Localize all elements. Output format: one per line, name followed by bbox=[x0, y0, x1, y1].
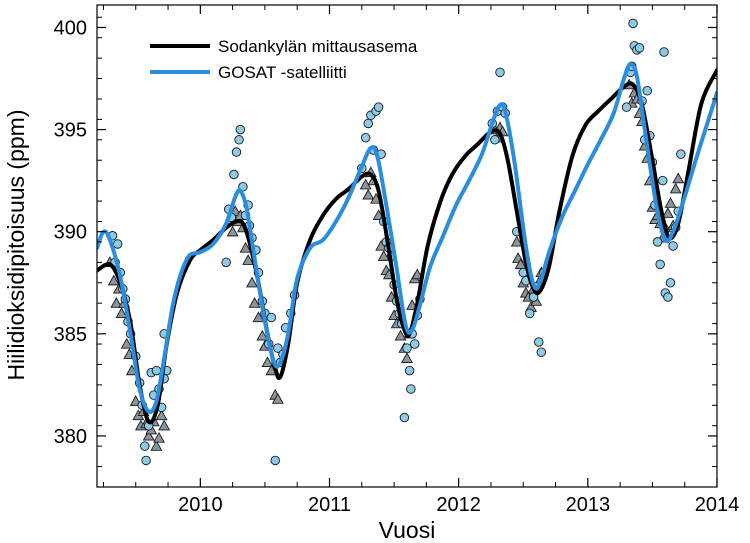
circle-point bbox=[266, 312, 277, 323]
triangle-point bbox=[226, 225, 239, 237]
triangle-point bbox=[242, 254, 255, 265]
triangle-point bbox=[239, 241, 252, 253]
circle-point bbox=[668, 241, 678, 251]
triangle-point bbox=[669, 182, 682, 194]
circle-point bbox=[360, 133, 371, 143]
y-tick-label: 400 bbox=[54, 17, 87, 39]
y-tick-label: 395 bbox=[54, 120, 87, 142]
triangle-point bbox=[256, 329, 269, 341]
circle-point bbox=[495, 67, 505, 78]
legend-label-gosat: GOSAT -satelliitti bbox=[218, 63, 347, 82]
y-tick-labels: 380 385 390 395 400 bbox=[54, 17, 87, 447]
series-lines bbox=[97, 62, 717, 425]
triangle-point bbox=[142, 429, 155, 441]
circle-point bbox=[628, 18, 638, 29]
circle-point bbox=[621, 102, 632, 112]
triangle-point bbox=[661, 207, 674, 218]
circle-point bbox=[634, 43, 645, 53]
triangle-point bbox=[672, 172, 685, 184]
circle-point bbox=[273, 343, 283, 353]
y-axis-title: Hiilidioksidipitoisuus (ppm) bbox=[3, 110, 29, 381]
circle-point bbox=[410, 339, 420, 349]
circle-point bbox=[652, 237, 663, 247]
x-tick-label: 2013 bbox=[566, 494, 611, 516]
triangle-point bbox=[158, 419, 171, 431]
x-axis-title: Vuosi bbox=[379, 517, 436, 543]
circle-point bbox=[642, 86, 653, 96]
circle-point bbox=[112, 239, 123, 249]
circle-point bbox=[141, 455, 151, 466]
circle-point bbox=[151, 365, 162, 376]
circle-point bbox=[229, 169, 239, 180]
circle-point bbox=[363, 118, 374, 129]
triangle-point bbox=[153, 431, 165, 443]
triangle-point bbox=[394, 329, 407, 341]
x-tick-labels: 2010 2011 2012 2013 2014 bbox=[178, 494, 739, 516]
gosat-line bbox=[97, 62, 717, 414]
circle-point bbox=[406, 384, 416, 394]
triangle-point bbox=[115, 307, 128, 319]
circle-point bbox=[270, 455, 281, 466]
circle-point bbox=[676, 149, 686, 159]
triangle-point bbox=[664, 196, 677, 208]
triangle-point bbox=[248, 297, 261, 308]
plot-frame bbox=[96, 4, 718, 488]
x-tick-label: 2010 bbox=[178, 494, 223, 516]
y-tick-label: 390 bbox=[54, 222, 87, 244]
triangle-point bbox=[246, 276, 258, 288]
circle-point bbox=[534, 337, 544, 347]
circle-point bbox=[404, 365, 415, 376]
triangle-point bbox=[514, 258, 527, 269]
axis-ticks bbox=[97, 5, 718, 488]
legend: Sodankylän mittausasema GOSAT -satelliit… bbox=[150, 37, 418, 82]
triangle-point bbox=[252, 311, 265, 323]
triangle-point bbox=[377, 250, 390, 261]
triangle-point bbox=[362, 188, 375, 200]
triangle-point bbox=[107, 274, 120, 286]
triangle-point bbox=[120, 337, 133, 349]
triangle-point bbox=[110, 297, 123, 308]
y-tick-label: 385 bbox=[54, 324, 87, 346]
circle-point bbox=[663, 292, 673, 302]
triangle-point bbox=[401, 352, 413, 363]
circle-point bbox=[659, 47, 669, 57]
circle-point bbox=[373, 102, 384, 112]
circle-point bbox=[231, 147, 242, 157]
circle-point bbox=[402, 343, 412, 353]
circle-point bbox=[234, 135, 244, 145]
x-tick-label: 2011 bbox=[308, 494, 351, 516]
circle-point bbox=[536, 347, 547, 357]
sodankyla-line bbox=[97, 68, 717, 425]
circle-point bbox=[235, 124, 246, 135]
legend-label-sodankyla: Sodankylän mittausasema bbox=[218, 37, 418, 56]
triangle-point bbox=[261, 356, 274, 368]
circle-point bbox=[490, 135, 500, 145]
triangle-point bbox=[411, 268, 424, 280]
circle-point bbox=[140, 441, 150, 451]
circle-point bbox=[665, 278, 676, 288]
triangle-point bbox=[271, 393, 284, 404]
circle-point bbox=[524, 308, 535, 319]
circle-point bbox=[658, 175, 668, 186]
triangle-point bbox=[510, 235, 523, 247]
x-tick-label: 2014 bbox=[695, 494, 740, 516]
x-tick-label: 2012 bbox=[436, 494, 481, 516]
circle-point bbox=[655, 259, 665, 270]
circle-point bbox=[399, 412, 410, 423]
y-tick-label: 380 bbox=[54, 426, 87, 448]
circle-point bbox=[221, 257, 231, 268]
triangle-point bbox=[150, 440, 163, 451]
triangle-point bbox=[155, 409, 168, 421]
